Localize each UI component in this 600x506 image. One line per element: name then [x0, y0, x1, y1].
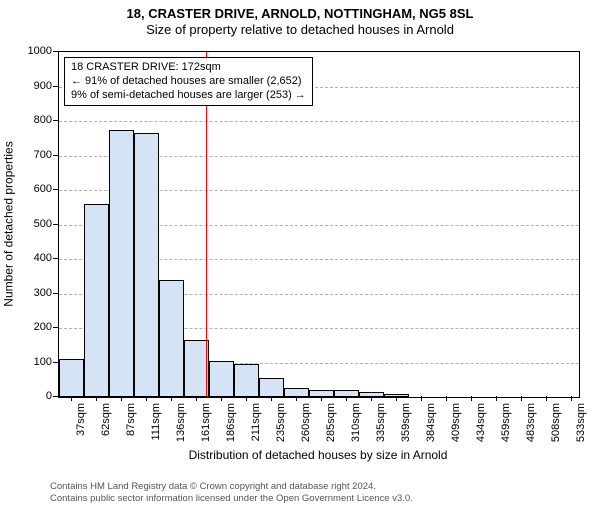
chart-title: 18, CRASTER DRIVE, ARNOLD, NOTTINGHAM, N…: [0, 6, 600, 21]
y-tick-label: 500: [12, 218, 52, 230]
x-tick-mark: [396, 396, 397, 401]
annotation-line: 9% of semi-detached houses are larger (2…: [71, 89, 306, 103]
x-tick-mark: [546, 396, 547, 401]
x-tick-label: 310sqm: [350, 403, 362, 442]
x-tick-label: 335sqm: [375, 403, 387, 442]
x-tick-mark: [296, 396, 297, 401]
x-tick-label: 434sqm: [475, 403, 487, 442]
histogram-bar: [284, 388, 309, 397]
x-tick-mark: [196, 396, 197, 401]
y-tick-mark: [53, 362, 58, 363]
y-tick-mark: [53, 120, 58, 121]
x-tick-label: 409sqm: [450, 403, 462, 442]
x-tick-mark: [96, 396, 97, 401]
x-tick-mark: [521, 396, 522, 401]
x-tick-mark: [71, 396, 72, 401]
x-tick-mark: [446, 396, 447, 401]
y-tick-mark: [53, 258, 58, 259]
x-tick-mark: [146, 396, 147, 401]
x-tick-label: 260sqm: [300, 403, 312, 442]
x-tick-label: 87sqm: [125, 403, 137, 436]
gridline: [59, 121, 579, 122]
y-tick-mark: [53, 51, 58, 52]
x-tick-mark: [221, 396, 222, 401]
y-tick-mark: [53, 224, 58, 225]
x-tick-mark: [346, 396, 347, 401]
x-tick-label: 161sqm: [200, 403, 212, 442]
y-tick-mark: [53, 189, 58, 190]
annotation-line: 18 CRASTER DRIVE: 172sqm: [71, 61, 306, 75]
histogram-bar: [59, 359, 84, 397]
x-tick-label: 508sqm: [550, 403, 562, 442]
y-tick-mark: [53, 86, 58, 87]
histogram-bar: [234, 364, 259, 397]
x-tick-mark: [571, 396, 572, 401]
y-tick-label: 300: [12, 287, 52, 299]
footer-line: Contains HM Land Registry data © Crown c…: [50, 481, 413, 492]
chart-container: 18, CRASTER DRIVE, ARNOLD, NOTTINGHAM, N…: [0, 6, 600, 506]
x-tick-label: 285sqm: [325, 403, 337, 442]
x-tick-mark: [421, 396, 422, 401]
histogram-bar: [259, 378, 284, 397]
y-tick-label: 0: [12, 390, 52, 402]
y-tick-label: 800: [12, 114, 52, 126]
y-tick-label: 1000: [12, 45, 52, 57]
x-tick-label: 136sqm: [175, 403, 187, 442]
y-tick-mark: [53, 396, 58, 397]
footer-line: Contains public sector information licen…: [50, 493, 413, 504]
x-tick-label: 384sqm: [425, 403, 437, 442]
x-tick-label: 459sqm: [500, 403, 512, 442]
x-tick-mark: [321, 396, 322, 401]
y-tick-label: 700: [12, 149, 52, 161]
histogram-bar: [384, 394, 409, 397]
histogram-bar: [109, 130, 134, 397]
histogram-bar: [159, 280, 184, 397]
x-tick-mark: [271, 396, 272, 401]
y-tick-mark: [53, 293, 58, 294]
y-tick-label: 900: [12, 80, 52, 92]
footer-attribution: Contains HM Land Registry data © Crown c…: [50, 481, 413, 504]
x-tick-label: 483sqm: [525, 403, 537, 442]
annotation-line: ← 91% of detached houses are smaller (2,…: [71, 75, 306, 89]
x-tick-label: 211sqm: [250, 403, 262, 441]
x-tick-label: 359sqm: [400, 403, 412, 442]
histogram-bar: [134, 133, 159, 397]
x-tick-label: 235sqm: [275, 403, 287, 442]
histogram-bar: [334, 390, 359, 397]
x-tick-mark: [246, 396, 247, 401]
histogram-bar: [84, 204, 109, 397]
annotation-box: 18 CRASTER DRIVE: 172sqm ← 91% of detach…: [64, 57, 313, 106]
x-tick-mark: [371, 396, 372, 401]
y-tick-label: 600: [12, 183, 52, 195]
histogram-bar: [209, 361, 234, 397]
y-tick-label: 200: [12, 321, 52, 333]
histogram-bar: [359, 392, 384, 397]
x-axis-label: Distribution of detached houses by size …: [58, 448, 578, 462]
x-tick-label: 37sqm: [75, 403, 87, 436]
x-tick-mark: [171, 396, 172, 401]
y-tick-label: 400: [12, 252, 52, 264]
y-tick-mark: [53, 327, 58, 328]
x-tick-label: 533sqm: [575, 403, 587, 442]
histogram-bar: [309, 390, 334, 397]
x-tick-mark: [471, 396, 472, 401]
x-tick-label: 62sqm: [100, 403, 112, 436]
chart-subtitle: Size of property relative to detached ho…: [0, 22, 600, 37]
x-tick-mark: [496, 396, 497, 401]
x-tick-label: 186sqm: [225, 403, 237, 442]
x-tick-mark: [121, 396, 122, 401]
y-tick-mark: [53, 155, 58, 156]
plot-area: 18 CRASTER DRIVE: 172sqm ← 91% of detach…: [58, 51, 580, 398]
x-tick-label: 111sqm: [150, 403, 162, 441]
y-tick-label: 100: [12, 356, 52, 368]
